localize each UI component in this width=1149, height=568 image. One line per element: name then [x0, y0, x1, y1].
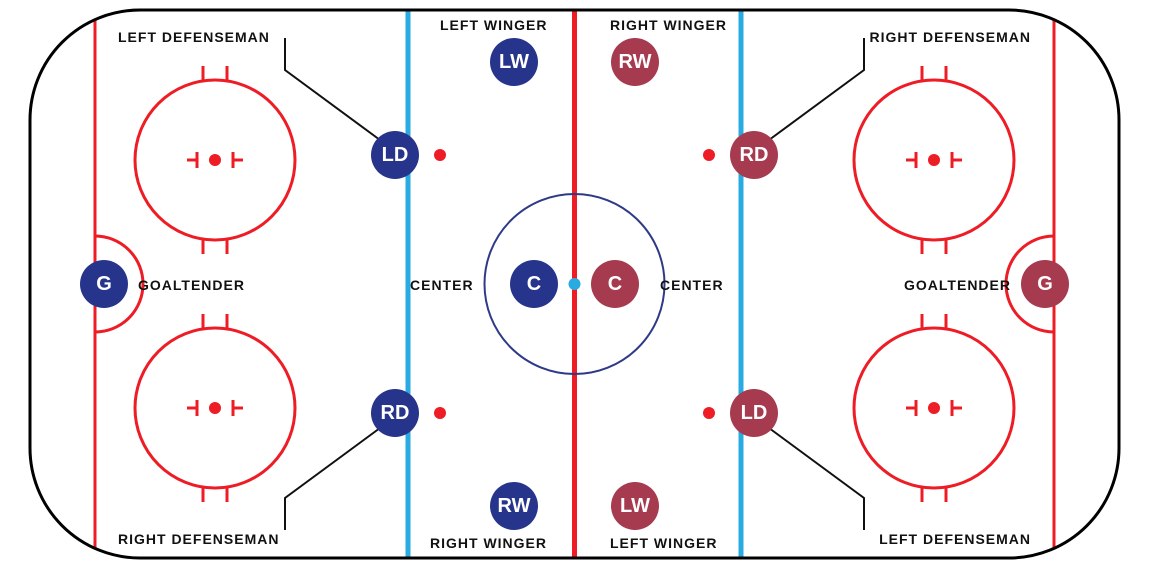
callout-center-red: CENTER	[660, 277, 724, 293]
player-red-ld-label: LD	[741, 402, 768, 424]
player-blue-ld-label: LD	[382, 144, 409, 166]
player-red-c-label: C	[608, 273, 622, 295]
neutral-dot	[703, 149, 715, 161]
player-red-g: G	[1021, 260, 1069, 308]
player-blue-rd-label: RD	[381, 402, 410, 424]
player-blue-lw: LW	[490, 38, 538, 86]
player-blue-rw-label: RW	[498, 495, 531, 517]
player-red-g-label: G	[1037, 273, 1053, 295]
center-dot	[569, 278, 581, 290]
callout-left-winger-red: LEFT WINGER	[610, 535, 717, 551]
callout-right-defenseman-red: RIGHT DEFENSEMAN	[870, 29, 1031, 45]
player-blue-g-label: G	[96, 273, 112, 295]
player-red-c: C	[591, 260, 639, 308]
player-red-lw: LW	[611, 482, 659, 530]
player-blue-g: G	[80, 260, 128, 308]
neutral-dot	[703, 407, 715, 419]
player-blue-ld: LD	[371, 131, 419, 179]
callout-left-winger-blue: LEFT WINGER	[440, 17, 547, 33]
callout-left-defenseman-blue: LEFT DEFENSEMAN	[118, 29, 270, 45]
callout-right-defenseman-blue: RIGHT DEFENSEMAN	[118, 531, 279, 547]
callout-left-defenseman-red: LEFT DEFENSEMAN	[879, 531, 1031, 547]
player-blue-lw-label: LW	[499, 51, 529, 73]
callout-right-winger-blue: RIGHT WINGER	[430, 535, 547, 551]
callout-right-winger-red: RIGHT WINGER	[610, 17, 727, 33]
player-blue-c-label: C	[527, 273, 541, 295]
neutral-dot	[434, 149, 446, 161]
player-red-rw: RW	[611, 38, 659, 86]
player-red-rd-label: RD	[740, 144, 769, 166]
player-blue-rd: RD	[371, 389, 419, 437]
callout-center-blue: CENTER	[410, 277, 474, 293]
player-red-rd: RD	[730, 131, 778, 179]
callout-goaltender-red: GOALTENDER	[904, 277, 1011, 293]
callout-goaltender-blue: GOALTENDER	[138, 277, 245, 293]
player-red-lw-label: LW	[620, 495, 650, 517]
player-red-ld: LD	[730, 389, 778, 437]
neutral-dot	[434, 407, 446, 419]
player-blue-rw: RW	[490, 482, 538, 530]
player-blue-c: C	[510, 260, 558, 308]
player-red-rw-label: RW	[619, 51, 652, 73]
